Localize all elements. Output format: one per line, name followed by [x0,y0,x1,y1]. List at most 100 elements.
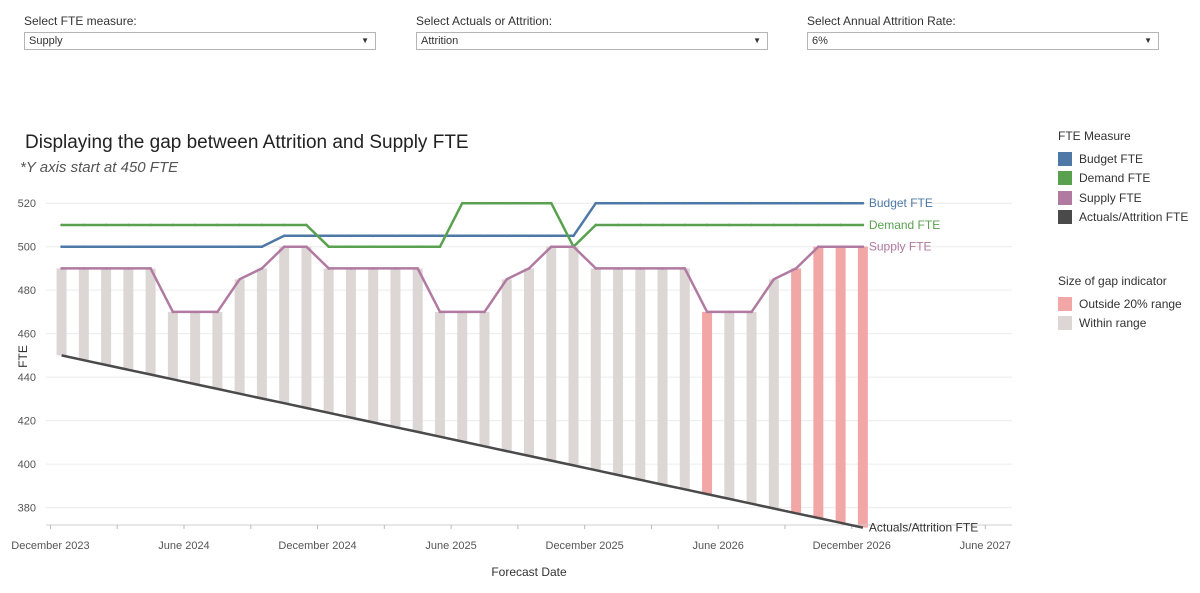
data-point-supply-fte [282,245,286,249]
gap-bar-within-range [234,279,245,394]
legend-item-attrition[interactable]: Actuals/Attrition FTE [1058,208,1188,228]
data-point-demand-fte [460,201,464,205]
series-end-label: Budget FTE [869,196,933,210]
data-point-supply-fte [60,267,63,270]
gap-bar-within-range [412,268,423,432]
legend-swatch [1058,210,1072,225]
data-point-demand-fte [861,223,865,227]
data-point-budget-fte [683,201,687,205]
data-point-demand-fte [149,223,152,227]
y-tick-label: 520 [18,198,36,210]
filter-actuals-attrition: Select Actuals or Attrition: Attrition ▼ [416,14,768,50]
data-point-demand-fte [772,223,776,227]
legend-item-supply[interactable]: Supply FTE [1058,188,1188,208]
gap-bar-within-range [546,246,557,461]
data-point-budget-fte [594,201,598,205]
attrition-rate-select[interactable]: 6% ▼ [807,32,1159,50]
series-end-label: Actuals/Attrition FTE [869,521,978,535]
data-point-supply-fte [817,245,820,249]
data-point-budget-fte [127,245,130,249]
data-point-demand-fte [438,245,442,249]
series-line-supply-fte [61,245,863,314]
gap-bar-within-range [613,268,624,475]
data-point-budget-fte [549,234,553,238]
data-point-budget-fte [394,234,397,238]
data-point-supply-fte [527,267,531,270]
data-point-demand-fte [60,223,63,227]
data-point-demand-fte [817,223,820,227]
legend-item-within-range[interactable]: Within range [1058,314,1182,334]
data-point-budget-fte [661,201,664,205]
data-point-demand-fte [616,223,620,227]
filter-label: Select Annual Attrition Rate: [807,14,956,28]
gap-bar-outside-range [791,268,802,514]
filter-fte-measure: Select FTE measure: Supply ▼ [24,14,376,50]
data-point-budget-fte [371,234,375,238]
gap-bar-within-range [345,268,356,418]
data-point-supply-fte [483,310,486,314]
legend-item-demand[interactable]: Demand FTE [1058,169,1188,189]
gap-bar-outside-range [702,311,713,495]
gap-bar-within-range [635,268,646,480]
data-point-demand-fte [750,223,753,227]
data-point-supply-fte [616,267,620,270]
data-point-supply-fte [505,278,509,281]
data-point-supply-fte [171,310,175,314]
gap-bar-within-range [679,268,690,490]
gap-bar-within-range [190,311,201,385]
data-point-supply-fte [861,245,865,249]
data-point-supply-fte [460,310,464,314]
data-point-supply-fte [772,278,776,281]
dropdown-arrow-icon[interactable]: ▼ [1144,36,1152,45]
data-point-budget-fte [327,234,330,238]
legend-item-budget[interactable]: Budget FTE [1058,149,1188,169]
dropdown-arrow-icon[interactable]: ▼ [361,36,369,45]
data-point-supply-fte [705,310,709,314]
filter-attrition-rate: Select Annual Attrition Rate: 6% ▼ [807,14,1159,50]
gap-bar-within-range [56,268,67,356]
gap-bar-within-range [101,268,112,365]
data-point-demand-fte [594,223,598,227]
data-point-budget-fte [282,234,286,238]
gap-bar-within-range [323,268,334,413]
data-point-supply-fte [149,267,152,270]
data-point-budget-fte [772,201,776,205]
chart-area: 380 400 420 440 460 480 500 520 December 2023 Jun… [11,196,1012,579]
dropdown-arrow-icon[interactable]: ▼ [753,36,761,45]
data-point-supply-fte [260,267,264,270]
y-tick-label: 480 [18,285,36,297]
legend-swatch [1058,151,1072,166]
gap-bar-within-range [256,268,267,399]
data-point-demand-fte [839,223,842,227]
gap-bar-outside-range [857,246,868,528]
legend-item-outside-range[interactable]: Outside 20% range [1058,294,1182,314]
series-end-label: Demand FTE [869,218,940,232]
data-point-supply-fte [839,245,842,249]
data-point-budget-fte [572,234,575,238]
data-point-budget-fte [60,245,63,249]
legend-swatch [1058,190,1072,205]
data-point-demand-fte [705,223,709,227]
gap-bar-within-range [568,246,579,466]
y-tick-label: 420 [18,416,36,428]
x-tick-label: June 2026 [692,540,743,552]
data-point-budget-fte [82,245,86,249]
data-point-demand-fte [260,223,264,227]
data-point-demand-fte [728,223,731,227]
gap-bar-within-range [78,268,89,361]
data-point-demand-fte [238,223,241,227]
data-point-budget-fte [305,234,308,238]
data-point-supply-fte [371,267,375,270]
data-point-budget-fte [616,201,620,205]
y-tick-label: 460 [18,329,36,341]
data-point-budget-fte [349,234,353,238]
gap-bar-outside-range [835,246,846,523]
data-point-budget-fte [750,201,753,205]
data-point-budget-fte [705,201,709,205]
actuals-attrition-select[interactable]: Attrition ▼ [416,32,768,50]
fte-measure-select[interactable]: Supply ▼ [24,32,376,50]
gap-bar-within-range [590,268,601,471]
data-point-demand-fte [82,223,86,227]
legend-gap-indicator: Size of gap indicator Outside 20% range … [1058,274,1182,333]
data-point-budget-fte [505,234,509,238]
